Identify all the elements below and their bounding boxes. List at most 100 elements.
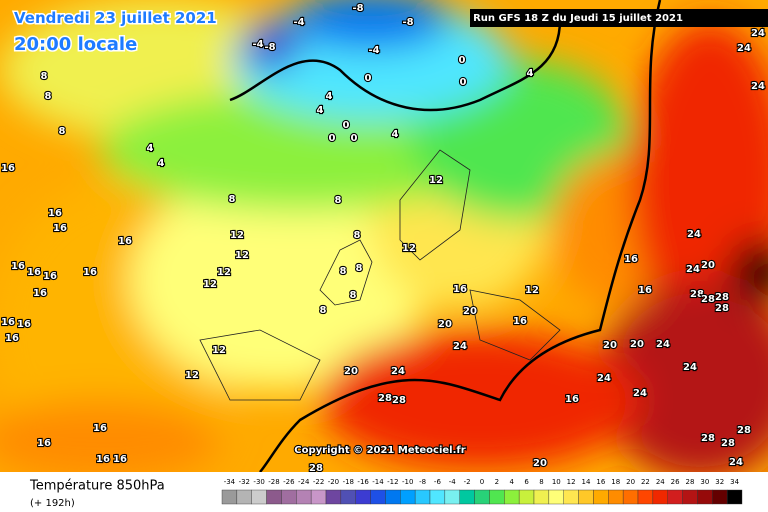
scale-swatch [325, 489, 342, 505]
copyright: Copyright © 2021 Meteociel.fr [294, 445, 465, 456]
contour-label: 4 [317, 105, 324, 116]
contour-label: 20 [344, 366, 358, 377]
scale-swatch [548, 489, 564, 505]
scale-label: -10 [402, 478, 413, 486]
scale-swatch [533, 489, 550, 505]
contour-label: 24 [751, 81, 765, 92]
contour-label: 24 [633, 388, 647, 399]
contour-label: 16 [513, 316, 527, 327]
scale-label: 14 [582, 478, 591, 486]
scale-swatch [251, 489, 267, 505]
contour-label: 20 [603, 340, 617, 351]
scale-swatch [459, 489, 475, 505]
scale-swatch [712, 489, 728, 505]
contour-label: 28 [737, 425, 751, 436]
scale-label: -18 [343, 478, 354, 486]
scale-swatch [504, 489, 520, 505]
contour-label: 16 [565, 394, 579, 405]
contour-label: 28 [392, 395, 406, 406]
color-scale: -34 -32 -30 -28 -26 -24 -22 -20 -18 -16 -14 -12 -10-… [221, 478, 743, 505]
scale-label: 10 [552, 478, 561, 486]
footer-title: Température 850hPa [29, 479, 165, 494]
contour-label: 0 [459, 55, 466, 66]
contour-label: 16 [53, 223, 67, 234]
temperature-field [0, 0, 768, 480]
scale-swatch [429, 489, 446, 505]
scale-label: 28 [686, 478, 695, 486]
contour-label: -4 [368, 45, 379, 56]
contour-label: 4 [158, 158, 165, 169]
contour-label: 16 [1, 163, 15, 174]
contour-label: 8 [354, 230, 361, 241]
scale-label: -8 [419, 478, 426, 486]
contour-label: 0 [365, 73, 372, 84]
scale-label: 24 [656, 478, 665, 486]
scale-label: 16 [596, 478, 605, 486]
contour-label: 16 [5, 333, 19, 344]
scale-swatch [400, 489, 416, 505]
scale-swatch [697, 489, 713, 505]
scale-label: 20 [626, 478, 635, 486]
contour-label: 8 [320, 305, 327, 316]
scale-label: 32 [715, 478, 724, 486]
contour-label: 16 [83, 267, 97, 278]
contour-label: 8 [350, 290, 357, 301]
contour-label: 20 [463, 306, 477, 317]
contour-label: 4 [326, 91, 333, 102]
contour-label: 16 [638, 285, 652, 296]
scale-label: -34 [224, 478, 236, 486]
scale-swatch [414, 489, 431, 505]
scale-label: 2 [495, 478, 499, 486]
contour-label: -8 [402, 17, 413, 28]
scale-swatch [726, 489, 743, 505]
scale-label: -12 [387, 478, 398, 486]
scale-label: 8 [539, 478, 543, 486]
scale-label: -26 [283, 478, 295, 486]
scale-label: -22 [313, 478, 324, 486]
contour-label: 16 [11, 261, 25, 272]
contour-label: 28 [309, 463, 323, 474]
contour-label: 24 [751, 28, 765, 39]
scale-swatch [310, 489, 327, 505]
contour-label: 28 [715, 292, 729, 303]
contour-label: 24 [686, 264, 700, 275]
contour-label: 20 [438, 319, 452, 330]
scale-swatch [682, 489, 698, 505]
scale-swatch [340, 489, 356, 505]
contour-label: 12 [212, 345, 226, 356]
contour-label: 28 [701, 294, 715, 305]
contour-label: 16 [113, 454, 127, 465]
contour-label: 20 [701, 260, 715, 271]
contour-label: 8 [340, 266, 347, 277]
contour-label: 16 [27, 267, 41, 278]
scale-label: 18 [611, 478, 620, 486]
contour-label: 8 [229, 194, 236, 205]
contour-label: 16 [1, 317, 15, 328]
contour-label: 12 [185, 370, 199, 381]
scale-label: -20 [328, 478, 339, 486]
contour-label: 28 [378, 393, 392, 404]
scale-swatch [385, 489, 401, 505]
contour-label: 16 [17, 319, 31, 330]
contour-label: 0 [343, 120, 350, 131]
contour-label: 28 [721, 438, 735, 449]
contour-label: -4 [293, 17, 304, 28]
scale-label: -30 [253, 478, 264, 486]
scale-label: -6 [434, 478, 442, 486]
scale-label: 30 [700, 478, 709, 486]
contour-label: 12 [402, 243, 416, 254]
contour-label: 20 [630, 339, 644, 350]
contour-label: 24 [453, 341, 467, 352]
contour-label: 12 [217, 267, 231, 278]
contour-label: 4 [147, 143, 154, 154]
contour-label: 24 [656, 339, 670, 350]
contour-label: 24 [683, 362, 697, 373]
scale-swatch [221, 489, 238, 505]
forecast-date: Vendredi 23 juillet 2021 [14, 9, 217, 27]
contour-label: 16 [43, 271, 57, 282]
forecast-time: 20:00 locale [14, 34, 137, 55]
contour-label: 24 [737, 43, 751, 54]
contour-label: 28 [690, 289, 704, 300]
scale-swatch [444, 489, 460, 505]
